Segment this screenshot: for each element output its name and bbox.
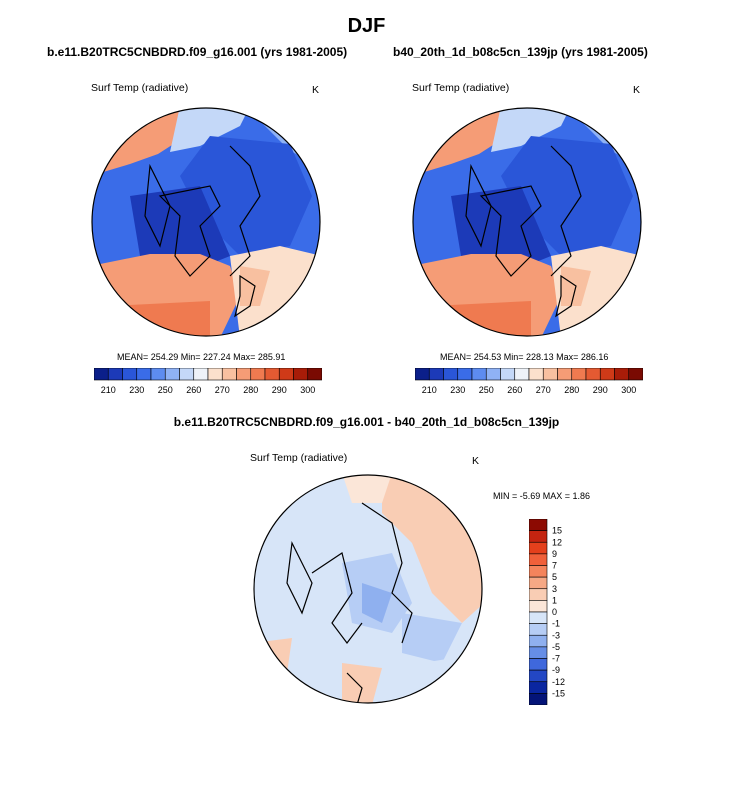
colorbar-swatch xyxy=(443,368,459,381)
colorbar-swatch xyxy=(529,541,548,555)
colorbar-tick-label: 290 xyxy=(272,385,287,395)
panel1-units-label: K xyxy=(312,84,320,96)
colorbar-swatch xyxy=(557,368,573,381)
colorbar-tick-label: 0 xyxy=(552,607,557,617)
colorbar-swatch xyxy=(207,368,223,381)
colorbar-swatch xyxy=(293,368,309,381)
colorbar-tick-label: 9 xyxy=(552,549,557,559)
colorbar-tick-label: 260 xyxy=(507,385,522,395)
colorbar-tick-label: 12 xyxy=(552,537,562,547)
colorbar-swatch xyxy=(94,368,109,381)
colorbar-tick-label: 250 xyxy=(158,385,173,395)
colorbar-tick-label: 300 xyxy=(621,385,636,395)
colorbar-swatch xyxy=(529,553,548,566)
colorbar-swatch xyxy=(529,588,548,601)
panel1-colorbar: 210 230 250 260 270 280 290 300 xyxy=(94,368,322,395)
colorbar-swatch xyxy=(136,368,152,381)
colorbar-swatch xyxy=(193,368,209,381)
colorbar-swatch xyxy=(514,368,530,381)
colorbar-tick-label: -12 xyxy=(552,677,565,687)
colorbar-tick-label: 210 xyxy=(422,385,437,395)
colorbar-swatch xyxy=(529,646,548,659)
colorbar-tick-label: 300 xyxy=(300,385,315,395)
colorbar-tick-label: 3 xyxy=(552,584,557,594)
colorbar-swatch xyxy=(236,368,252,381)
colorbar-tick-label: 210 xyxy=(101,385,116,395)
page-title: DJF xyxy=(347,15,386,37)
panel1-case-title: b.e11.B20TRC5CNBDRD.f09_g16.001 (yrs 198… xyxy=(47,45,348,59)
colorbar-swatch xyxy=(614,368,630,381)
panel1-variable-label: Surf Temp (radiative) xyxy=(91,82,189,94)
colorbar-tick-label: -1 xyxy=(552,619,560,629)
colorbar-tick-label: 15 xyxy=(552,526,562,536)
diff-polar-map xyxy=(253,474,483,704)
colorbar-swatch xyxy=(529,600,548,613)
colorbar-tick-label: 230 xyxy=(129,385,144,395)
panel1-polar-map xyxy=(91,107,321,337)
colorbar-tick-label: 280 xyxy=(564,385,579,395)
colorbar-swatch xyxy=(150,368,166,381)
panel2-stats: MEAN= 254.53 Min= 228.13 Max= 286.16 xyxy=(440,352,609,362)
colorbar-swatch xyxy=(529,669,548,683)
colorbar-swatch xyxy=(122,368,138,381)
colorbar-swatch xyxy=(500,368,516,381)
colorbar-tick-label: 290 xyxy=(593,385,608,395)
colorbar-swatch xyxy=(529,576,548,590)
colorbar-swatch xyxy=(264,368,280,381)
colorbar-swatch xyxy=(307,368,322,381)
colorbar-swatch xyxy=(278,368,294,381)
colorbar-swatch xyxy=(529,530,548,543)
colorbar-tick-label: 270 xyxy=(215,385,230,395)
colorbar-tick-label: 230 xyxy=(450,385,465,395)
colorbar-swatch xyxy=(250,368,266,381)
colorbar-swatch xyxy=(529,565,548,578)
colorbar-tick-label: 1 xyxy=(552,595,557,605)
colorbar-swatch xyxy=(179,368,195,381)
colorbar-tick-label: -9 xyxy=(552,665,560,675)
colorbar-tick-label: 5 xyxy=(552,572,557,582)
colorbar-tick-label: -3 xyxy=(552,630,560,640)
colorbar-swatch xyxy=(529,623,548,636)
colorbar-swatch xyxy=(457,368,473,381)
colorbar-swatch xyxy=(599,368,615,381)
colorbar-swatch xyxy=(529,634,548,648)
colorbar-swatch xyxy=(485,368,501,381)
colorbar-tick-label: -15 xyxy=(552,688,565,698)
colorbar-swatch xyxy=(628,368,643,381)
diff-minmax: MIN = -5.69 MAX = 1.86 xyxy=(493,491,591,501)
colorbar-tick-label: 250 xyxy=(479,385,494,395)
colorbar-swatch xyxy=(528,368,544,381)
colorbar-swatch xyxy=(529,611,548,624)
colorbar-swatch xyxy=(428,368,444,381)
colorbar-swatch xyxy=(529,658,548,671)
diff-variable-label: Surf Temp (radiative) xyxy=(250,452,348,464)
colorbar-swatch xyxy=(542,368,558,381)
colorbar-tick-label: 260 xyxy=(186,385,201,395)
colorbar-swatch xyxy=(164,368,180,381)
colorbar-swatch xyxy=(471,368,487,381)
panel2-units-label: K xyxy=(633,84,641,96)
colorbar-swatch xyxy=(107,368,123,381)
panel1-stats: MEAN= 254.29 Min= 227.24 Max= 285.91 xyxy=(117,352,286,362)
panel2-variable-label: Surf Temp (radiative) xyxy=(412,82,510,94)
colorbar-tick-label: -5 xyxy=(552,642,560,652)
colorbar-swatch xyxy=(585,368,601,381)
colorbar-tick-label: 270 xyxy=(536,385,551,395)
panel2-polar-map xyxy=(412,107,642,337)
panel2-case-title: b40_20th_1d_b08c5cn_139jp (yrs 1981-2005… xyxy=(393,45,648,59)
colorbar-swatch xyxy=(529,693,548,705)
colorbar-tick-label: -7 xyxy=(552,654,560,664)
diff-title: b.e11.B20TRC5CNBDRD.f09_g16.001 - b40_20… xyxy=(173,415,560,429)
colorbar-swatch xyxy=(571,368,587,381)
panel2-colorbar: 210 230 250 260 270 280 290 300 xyxy=(415,368,643,395)
colorbar-swatch xyxy=(415,368,430,381)
colorbar-swatch xyxy=(221,368,237,381)
colorbar-swatch xyxy=(529,519,548,531)
diff-units-label: K xyxy=(472,455,480,467)
colorbar-swatch xyxy=(529,681,548,694)
colorbar-tick-label: 280 xyxy=(243,385,258,395)
colorbar-tick-label: 7 xyxy=(552,561,557,571)
